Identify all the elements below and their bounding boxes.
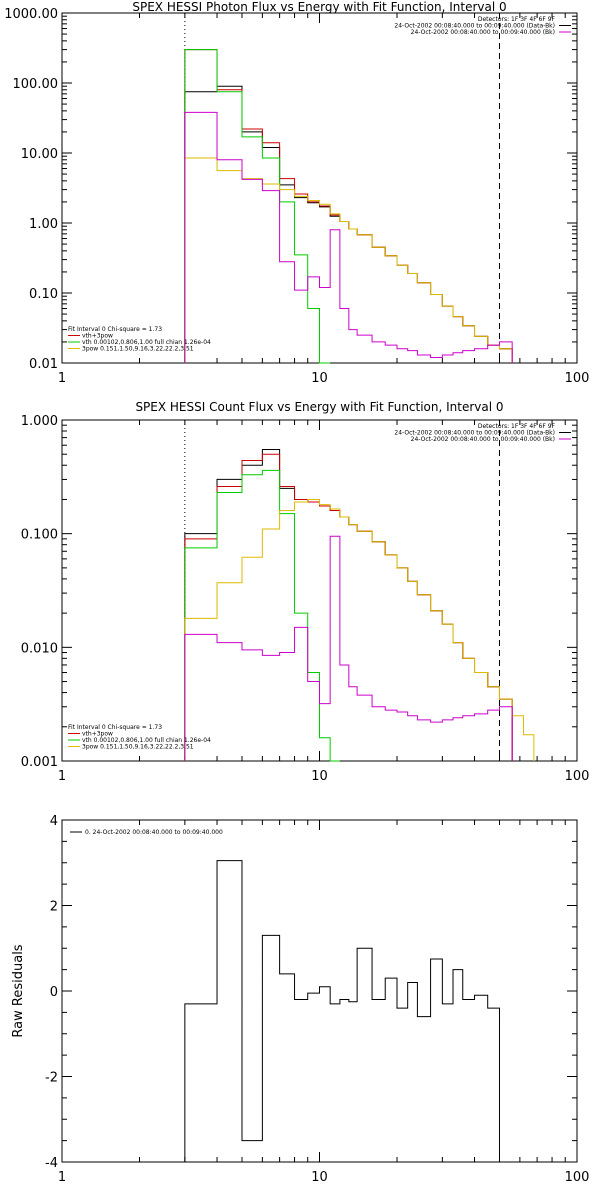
series-vth <box>184 49 331 364</box>
y-tick-label: 10.00 <box>21 147 58 162</box>
y-tick-label: 1.000 <box>21 414 58 429</box>
x-tick-label: 10 <box>311 1170 328 1185</box>
x-tick-label: 10 <box>311 769 328 784</box>
y-tick-label: 1.00 <box>29 217 58 232</box>
legend-bottomleft-3: 3pow 0.151,1.50,9.16,3.22,22.2,3.51 <box>82 346 194 353</box>
y-axis-label: Raw Residuals <box>11 944 26 1037</box>
x-tick-label: 100 <box>565 371 590 386</box>
series-vth <box>184 469 340 762</box>
legend-bottomleft-0: Fit Interval 0 Chi-square = 1.73 <box>68 326 162 333</box>
y-tick-label: -4 <box>45 1156 58 1171</box>
chart-panel-1: SPEX HESSI Count Flux vs Energy with Fit… <box>21 400 590 784</box>
legend-topleft: 0. 24-Oct-2002 00:08:40.000 to 00:09:40.… <box>85 829 223 836</box>
chart-panel-2: 1 10 100 -4 -2 0 2 4 Raw Residuals 0. 24-Oct-2002… <box>11 814 589 1185</box>
legend-bottomleft-1: vth+3pow <box>82 731 113 738</box>
y-tick-label: 0.001 <box>21 755 58 770</box>
series-3pow <box>184 498 535 761</box>
legend-bottomleft-3: 3pow 0.151,1.50,9.16,3.22,22.2,3.51 <box>82 744 194 751</box>
legend-topright-0: Detectors: 1F 3F 4F 6F 9F <box>478 423 556 430</box>
x-tick-label: 1 <box>58 371 66 386</box>
legend-bottomleft-2: vth 0.00102,0.806,1.00 full chian 1.26e-… <box>82 339 211 346</box>
series-data <box>184 449 513 761</box>
series-bk <box>184 111 513 363</box>
x-tick-label: 10 <box>311 371 328 386</box>
chart-title: SPEX HESSI Count Flux vs Energy with Fit… <box>135 400 503 414</box>
legend-bottomleft-0: Fit Interval 0 Chi-square = 1.73 <box>68 724 162 731</box>
series-3pow <box>184 157 513 363</box>
legend-bottomleft-1: vth+3pow <box>82 333 113 340</box>
y-tick-label: 1000.00 <box>4 7 58 22</box>
legend-bottomleft-2: vth 0.00102,0.806,1.00 full chian 1.26e-… <box>82 737 211 744</box>
y-tick-label: 0 <box>50 985 58 1000</box>
legend-topright-1: 24-Oct-2002 00:08:40.000 to 00:09:40.000… <box>394 430 555 437</box>
legend-topright-1: 24-Oct-2002 00:08:40.000 to 00:09:40.000… <box>394 23 555 30</box>
series-residuals <box>184 860 500 1162</box>
y-tick-label: 2 <box>50 900 58 915</box>
y-tick-label: -2 <box>45 1071 58 1086</box>
y-tick-label: 0.10 <box>29 287 58 302</box>
x-tick-label: 100 <box>565 769 590 784</box>
chart-title: SPEX HESSI Photon Flux vs Energy with Fi… <box>132 0 506 14</box>
x-tick-label: 100 <box>565 1170 590 1185</box>
series-total <box>184 453 513 761</box>
y-tick-label: 0.010 <box>21 641 58 656</box>
chart-panel-0: SPEX HESSI Photon Flux vs Energy with Fi… <box>4 0 589 386</box>
legend-topright-2: 24-Oct-2002 00:08:40.000 to 00:09:40.000… <box>411 29 555 36</box>
y-tick-label: 4 <box>50 814 58 829</box>
x-tick-label: 1 <box>58 769 66 784</box>
legend-topright-0: Detectors: 1F 3F 4F 6F 9F <box>478 16 556 23</box>
y-tick-label: 0.01 <box>29 357 58 372</box>
x-tick-label: 1 <box>58 1170 66 1185</box>
y-tick-label: 100.00 <box>13 77 59 92</box>
series-bk <box>184 535 513 761</box>
y-tick-label: 0.100 <box>21 528 58 543</box>
legend-topright-2: 24-Oct-2002 00:08:40.000 to 00:09:40.000… <box>411 436 555 443</box>
